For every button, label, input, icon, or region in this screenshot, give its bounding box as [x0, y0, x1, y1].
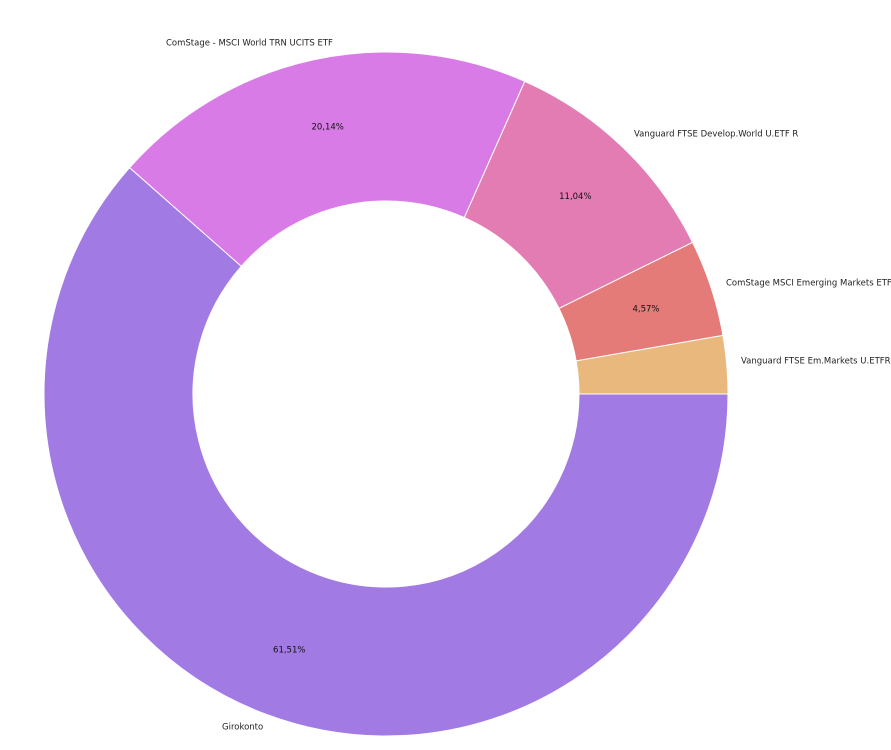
- slice-1[interactable]: [43, 166, 729, 737]
- category-label-3: Vanguard FTSE Develop.World U.ETF R: [634, 130, 798, 140]
- value-label-4: 4,57%: [632, 305, 659, 315]
- value-label-3: 11,04%: [559, 192, 591, 202]
- slice-5[interactable]: [575, 334, 729, 395]
- category-label-2: ComStage - MSCI World TRN UCITS ETF: [166, 39, 333, 49]
- value-label-1: 61,51%: [273, 645, 305, 655]
- category-label-5: Vanguard FTSE Em.Markets U.ETFR: [741, 357, 891, 367]
- value-label-2: 20,14%: [311, 122, 343, 132]
- slice-2[interactable]: [128, 51, 526, 267]
- slices-group: [43, 51, 729, 737]
- category-label-1: Girokonto: [222, 723, 263, 733]
- labels-group: 61,51% Girokonto 20,14% ComStage - MSCI Wor…: [166, 39, 891, 733]
- category-label-4: ComStage MSCI Emerging Markets ETF: [726, 279, 891, 289]
